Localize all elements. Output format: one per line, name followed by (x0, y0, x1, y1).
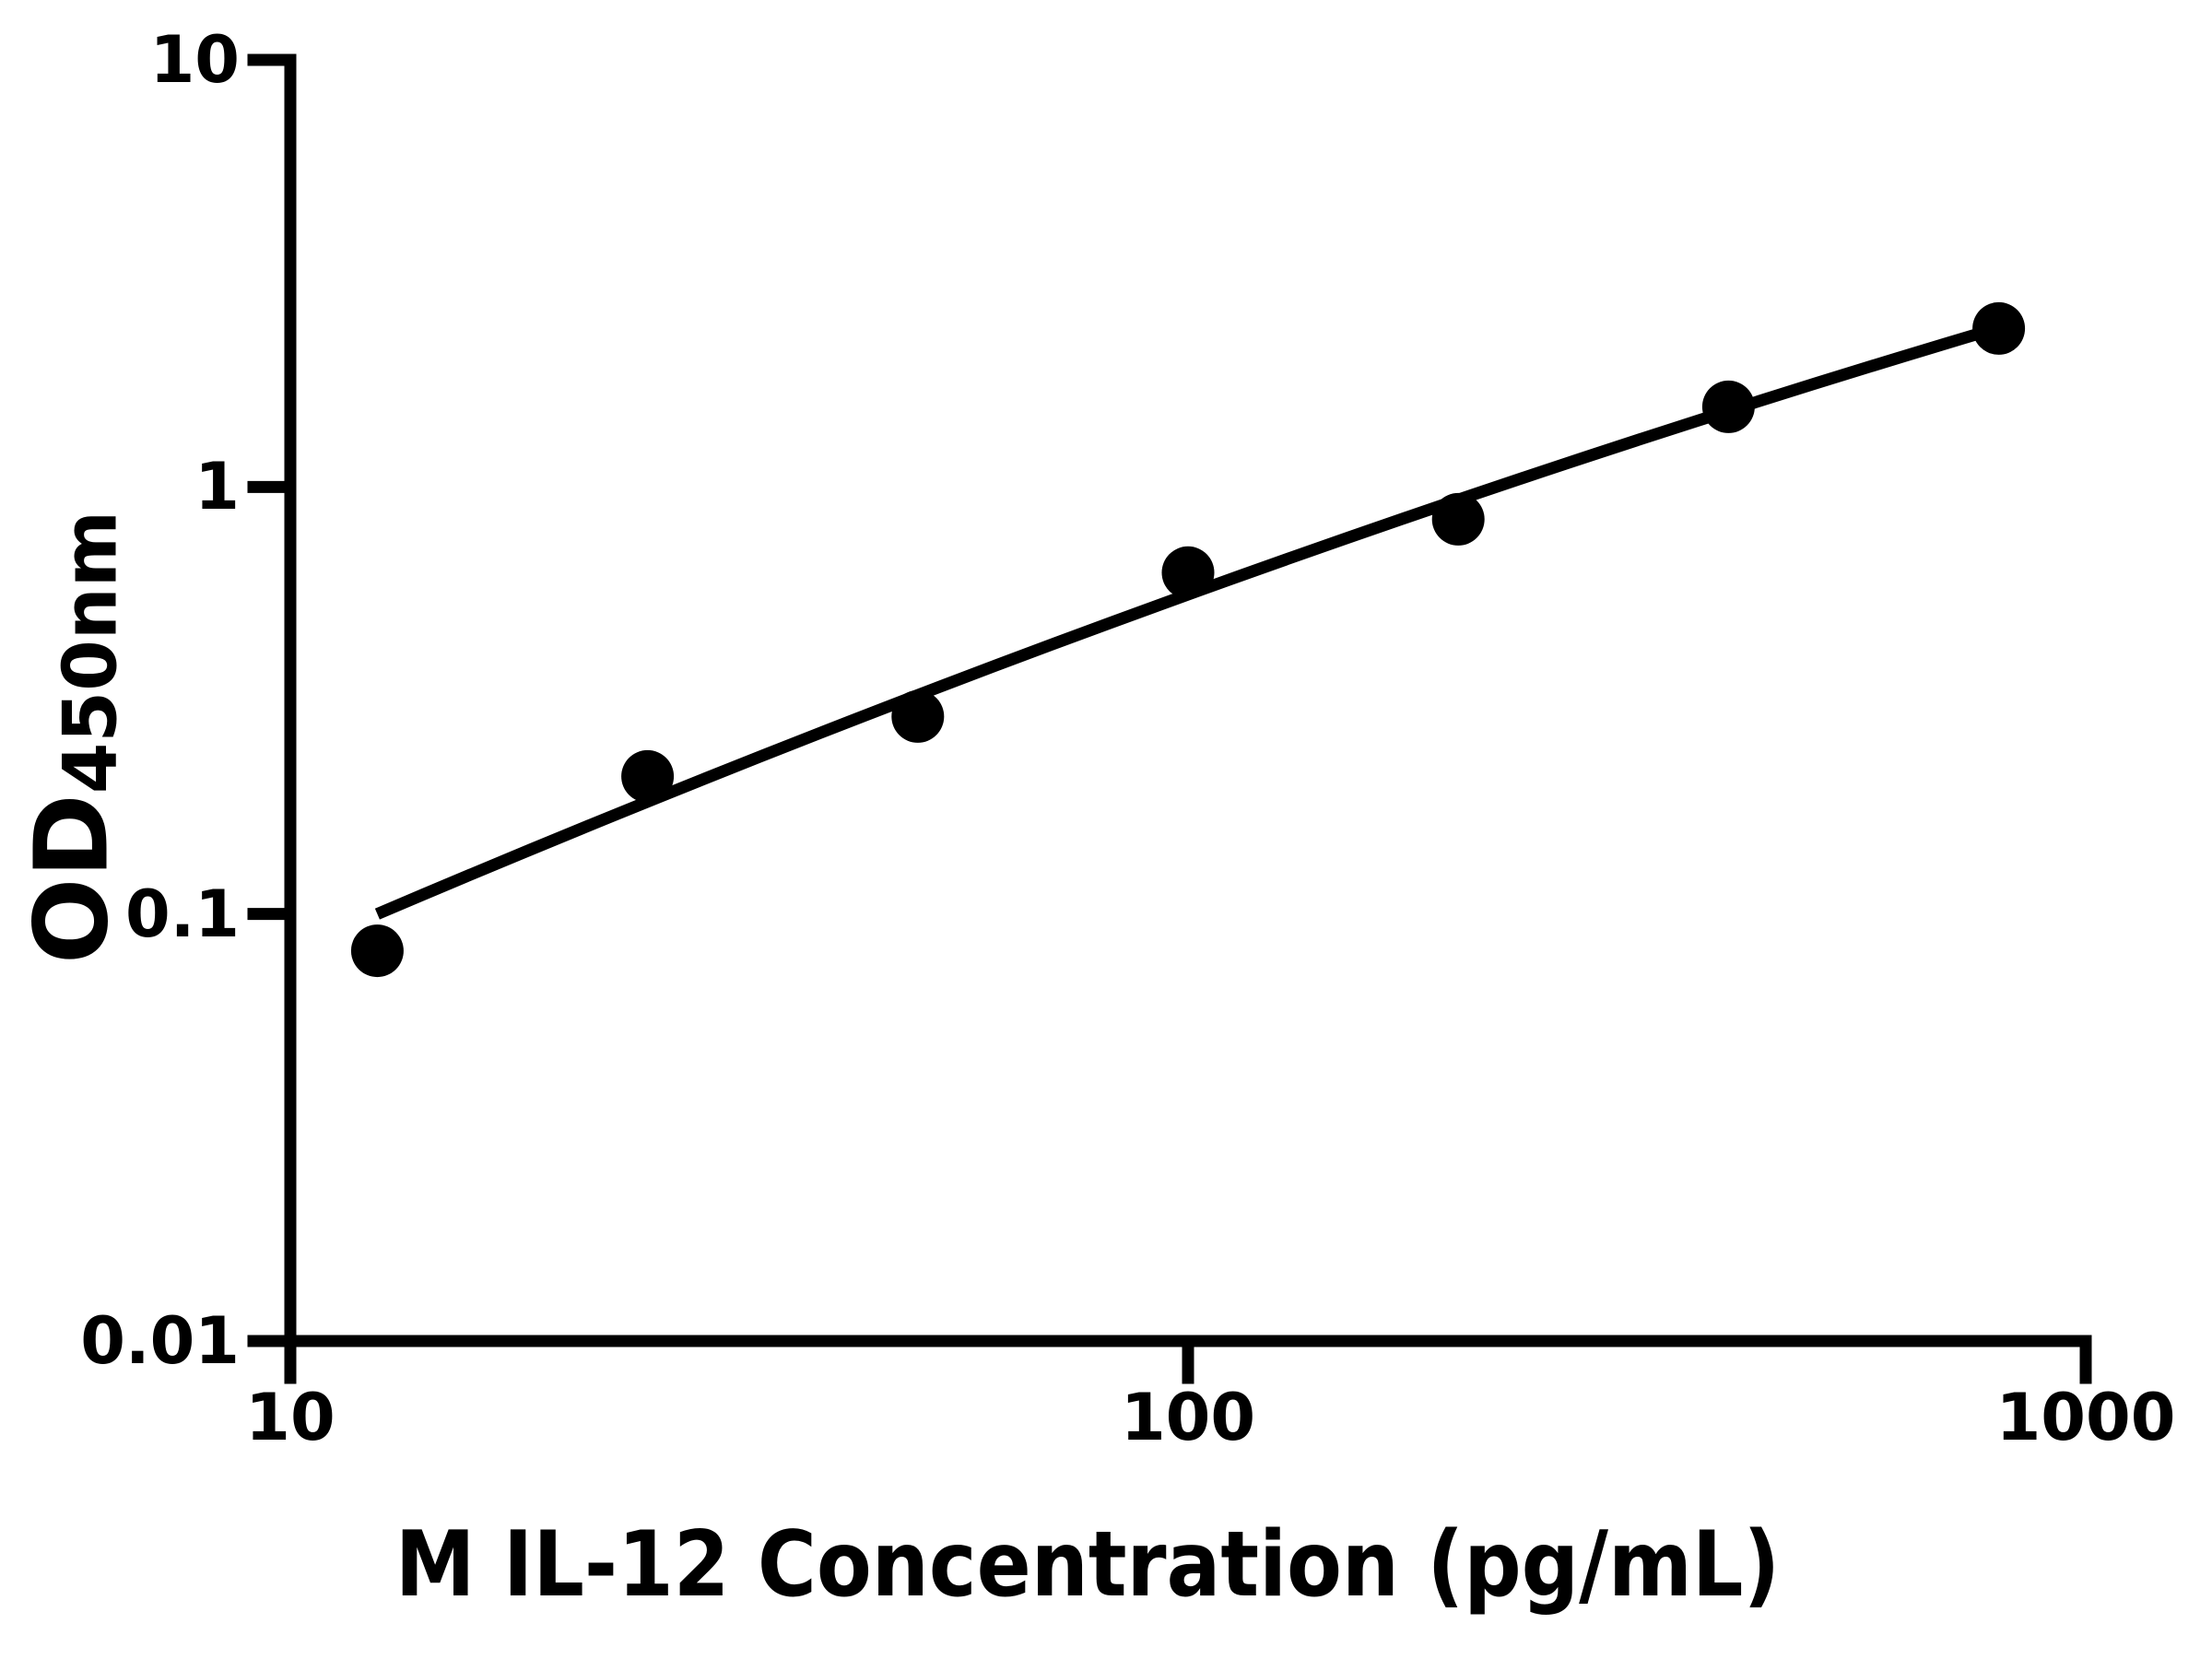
x-tick-label-10: 10 (245, 1380, 335, 1455)
x-axis-title: M IL-12 Concentration (pg/mL) (394, 1512, 1781, 1618)
data-point-marker (1972, 301, 2026, 355)
y-tick-label-1: 1 (194, 449, 240, 524)
y-tick-label-10: 10 (149, 22, 240, 98)
y-tick-label-0-1: 0.1 (124, 877, 240, 952)
data-point-marker (621, 749, 675, 803)
y-axis-title-main: OD (12, 794, 131, 965)
data-point-marker (1161, 546, 1215, 599)
x-tick-label-100: 100 (1120, 1380, 1256, 1455)
y-tick-label-0-01: 0.01 (80, 1303, 240, 1379)
data-point-marker (350, 924, 404, 978)
x-tick-label-1000: 1000 (1995, 1380, 2176, 1455)
fit-line (374, 322, 2001, 920)
data-points (350, 301, 2026, 978)
data-point-marker (1701, 380, 1755, 433)
data-point-marker (891, 689, 945, 743)
axes-and-ticks (247, 53, 2092, 1384)
y-axis-title: OD450nm (13, 510, 134, 964)
data-point-marker (1431, 492, 1485, 546)
y-axis-title-subscript: 450nm (47, 510, 134, 794)
